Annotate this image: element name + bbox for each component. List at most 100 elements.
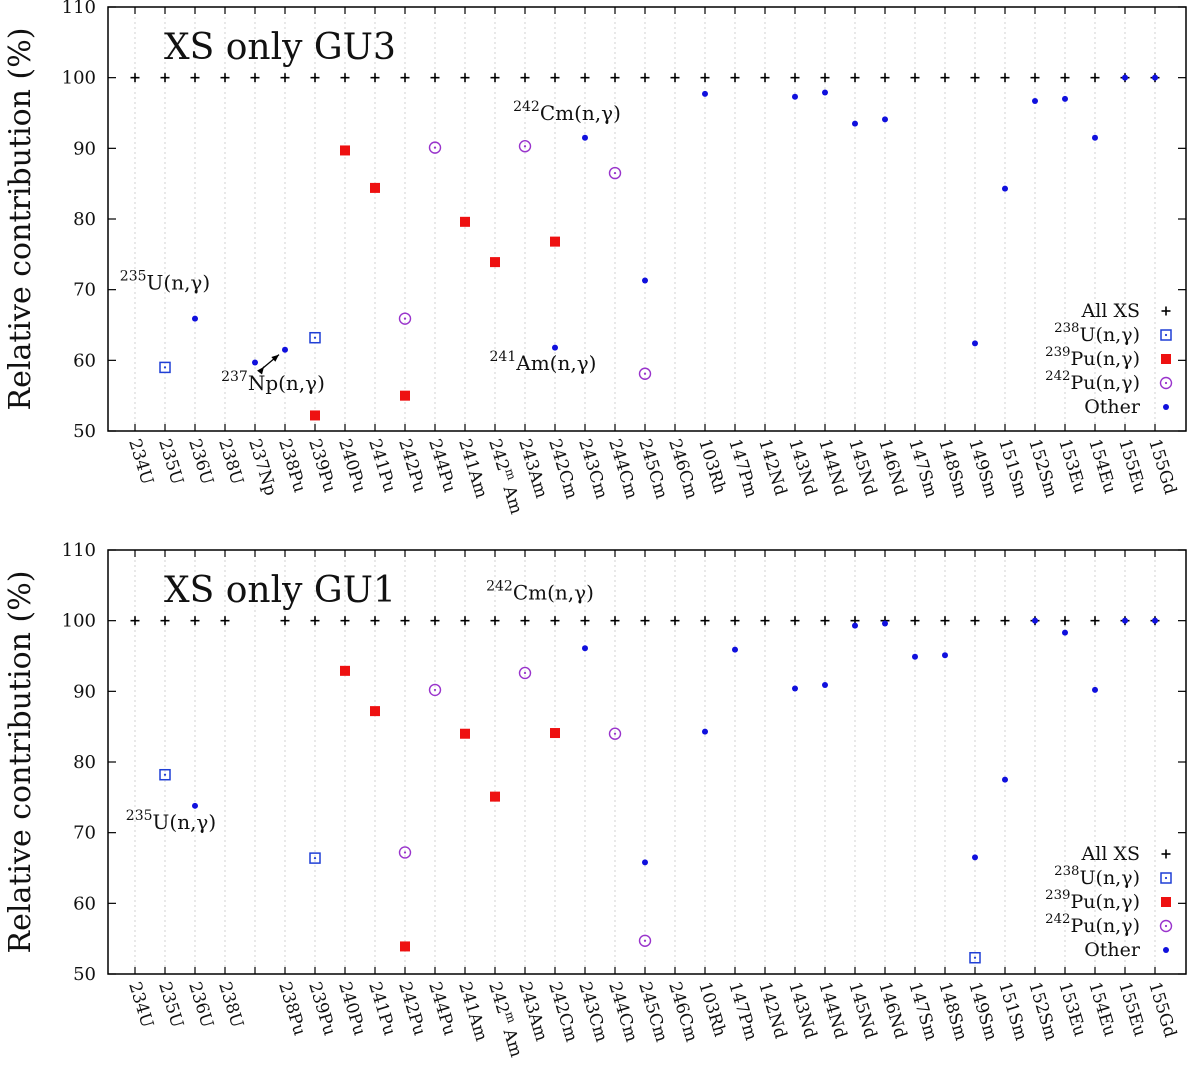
legend-marker bbox=[1161, 849, 1171, 859]
data-point bbox=[400, 73, 410, 83]
data-point bbox=[582, 134, 588, 141]
series-2 bbox=[310, 145, 560, 421]
data-point bbox=[282, 346, 288, 353]
data-point bbox=[1030, 73, 1040, 83]
data-point bbox=[190, 73, 200, 83]
series-0 bbox=[130, 616, 1160, 626]
data-point bbox=[1060, 73, 1070, 83]
y-tick-label: 100 bbox=[62, 611, 96, 632]
data-point bbox=[580, 616, 590, 626]
legend-label: Other bbox=[1084, 396, 1141, 418]
data-point bbox=[910, 73, 920, 83]
series-4 bbox=[192, 617, 1158, 866]
y-tick-label: 110 bbox=[62, 0, 96, 18]
data-point bbox=[912, 653, 918, 660]
data-point bbox=[190, 616, 200, 626]
data-point bbox=[638, 367, 652, 380]
y-tick-label: 90 bbox=[73, 138, 96, 159]
data-point bbox=[1000, 616, 1010, 626]
data-point bbox=[398, 312, 412, 325]
legend-marker bbox=[1160, 329, 1172, 341]
data-point bbox=[370, 73, 380, 83]
data-point bbox=[370, 616, 380, 626]
legend-label: Other bbox=[1084, 939, 1141, 961]
data-point bbox=[580, 73, 590, 83]
chart-title: XS only GU3 bbox=[164, 27, 396, 68]
data-point bbox=[1122, 74, 1128, 81]
data-point bbox=[1062, 95, 1068, 102]
plot-frame bbox=[107, 6, 1187, 432]
data-point bbox=[310, 410, 320, 421]
data-point bbox=[882, 620, 888, 627]
plot-frame bbox=[107, 549, 1187, 975]
data-point bbox=[490, 616, 500, 626]
data-point bbox=[1060, 616, 1070, 626]
data-point bbox=[398, 846, 412, 859]
y-axis-label: Relative contribution (%) bbox=[3, 571, 38, 954]
data-point bbox=[1092, 134, 1098, 141]
y-tick-label: 70 bbox=[73, 280, 96, 301]
legend-label: 239Pu(n,γ) bbox=[1045, 888, 1140, 913]
series-3 bbox=[398, 666, 652, 947]
data-point bbox=[942, 652, 948, 659]
data-point bbox=[340, 616, 350, 626]
data-point bbox=[1002, 185, 1008, 192]
data-point bbox=[518, 666, 532, 680]
y-tick-label: 50 bbox=[73, 964, 96, 985]
y-tick-label: 50 bbox=[73, 421, 96, 442]
data-point bbox=[370, 182, 380, 193]
data-point bbox=[820, 616, 830, 626]
data-point bbox=[252, 359, 258, 366]
data-point bbox=[1090, 616, 1100, 626]
legend-label: All XS bbox=[1081, 843, 1140, 865]
data-point bbox=[852, 622, 858, 629]
data-point bbox=[822, 681, 828, 688]
data-point bbox=[1152, 617, 1158, 624]
data-point bbox=[972, 854, 978, 861]
y-tick-label: 110 bbox=[62, 540, 96, 561]
data-point bbox=[702, 728, 708, 735]
data-point bbox=[642, 859, 648, 866]
data-point bbox=[940, 73, 950, 83]
data-point bbox=[730, 73, 740, 83]
x-tick-label: 238U bbox=[214, 437, 247, 488]
y-tick-label: 80 bbox=[73, 209, 96, 230]
data-point bbox=[1032, 617, 1038, 624]
legend-marker bbox=[1159, 919, 1173, 933]
data-point bbox=[490, 791, 500, 802]
data-point bbox=[1000, 73, 1010, 83]
data-point bbox=[1092, 686, 1098, 693]
annotation: 237Np(n,γ) bbox=[221, 369, 325, 395]
data-point bbox=[550, 73, 560, 83]
x-tick-label: 235U bbox=[154, 980, 187, 1031]
data-point bbox=[638, 934, 652, 947]
data-point bbox=[220, 616, 230, 626]
legend-marker bbox=[1161, 306, 1171, 316]
data-point bbox=[880, 73, 890, 83]
data-point bbox=[550, 236, 560, 247]
data-point bbox=[400, 390, 410, 401]
data-point bbox=[310, 73, 320, 83]
data-point bbox=[309, 331, 321, 344]
data-point bbox=[460, 728, 470, 739]
legend-label: 239Pu(n,γ) bbox=[1045, 345, 1140, 370]
data-point bbox=[428, 141, 442, 154]
data-point bbox=[552, 344, 558, 351]
series-1 bbox=[159, 768, 981, 964]
arrow-head bbox=[271, 354, 279, 362]
data-point bbox=[640, 73, 650, 83]
legend-label: 242Pu(n,γ) bbox=[1045, 912, 1140, 937]
data-point bbox=[460, 616, 470, 626]
data-point bbox=[309, 852, 321, 864]
data-point bbox=[430, 73, 440, 83]
data-point bbox=[792, 93, 798, 100]
data-point bbox=[1032, 97, 1038, 104]
chart-title: XS only GU1 bbox=[164, 570, 396, 611]
legend-marker bbox=[1163, 947, 1169, 953]
y-tick-label: 60 bbox=[73, 350, 96, 371]
data-point bbox=[400, 941, 410, 952]
data-point bbox=[850, 73, 860, 83]
x-tick-label: 236U bbox=[184, 437, 217, 488]
